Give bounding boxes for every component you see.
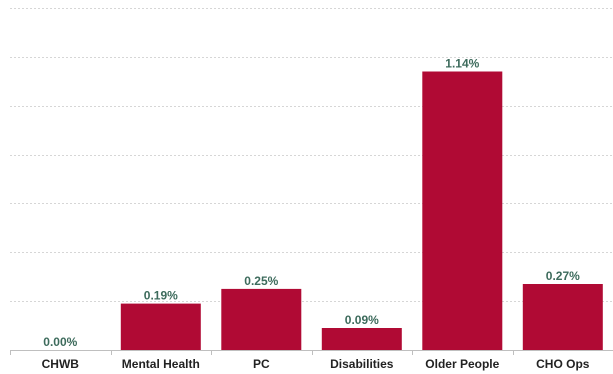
bar-pc [221,288,302,350]
data-label: 0.09% [345,313,379,327]
x-tick-label: Older People [425,357,499,371]
bars [120,71,603,350]
x-tick-label: PC [253,357,270,371]
bar-cho-ops [522,284,603,350]
x-tick-labels: CHWB Mental Health PC Disabilities Older Peo… [42,357,590,371]
bar-older-people [422,71,503,350]
data-label: 0.27% [546,269,580,283]
x-tick-label: Mental Health [122,357,200,371]
bar-mental-health [120,303,201,350]
x-tick-label: CHWB [42,357,80,371]
gridlines [10,8,613,302]
data-label: 0.25% [244,274,278,288]
x-tick-label: CHO Ops [536,357,590,371]
data-label: 0.19% [144,289,178,303]
data-labels: 0.00% 0.19% 0.25% 0.09% 1.14% 0.27% [43,57,580,350]
bar-disabilities [321,328,402,350]
data-label: 1.14% [445,57,479,71]
x-tick-label: Disabilities [330,357,394,371]
x-axis [10,350,613,355]
data-label: 0.00% [43,335,77,349]
